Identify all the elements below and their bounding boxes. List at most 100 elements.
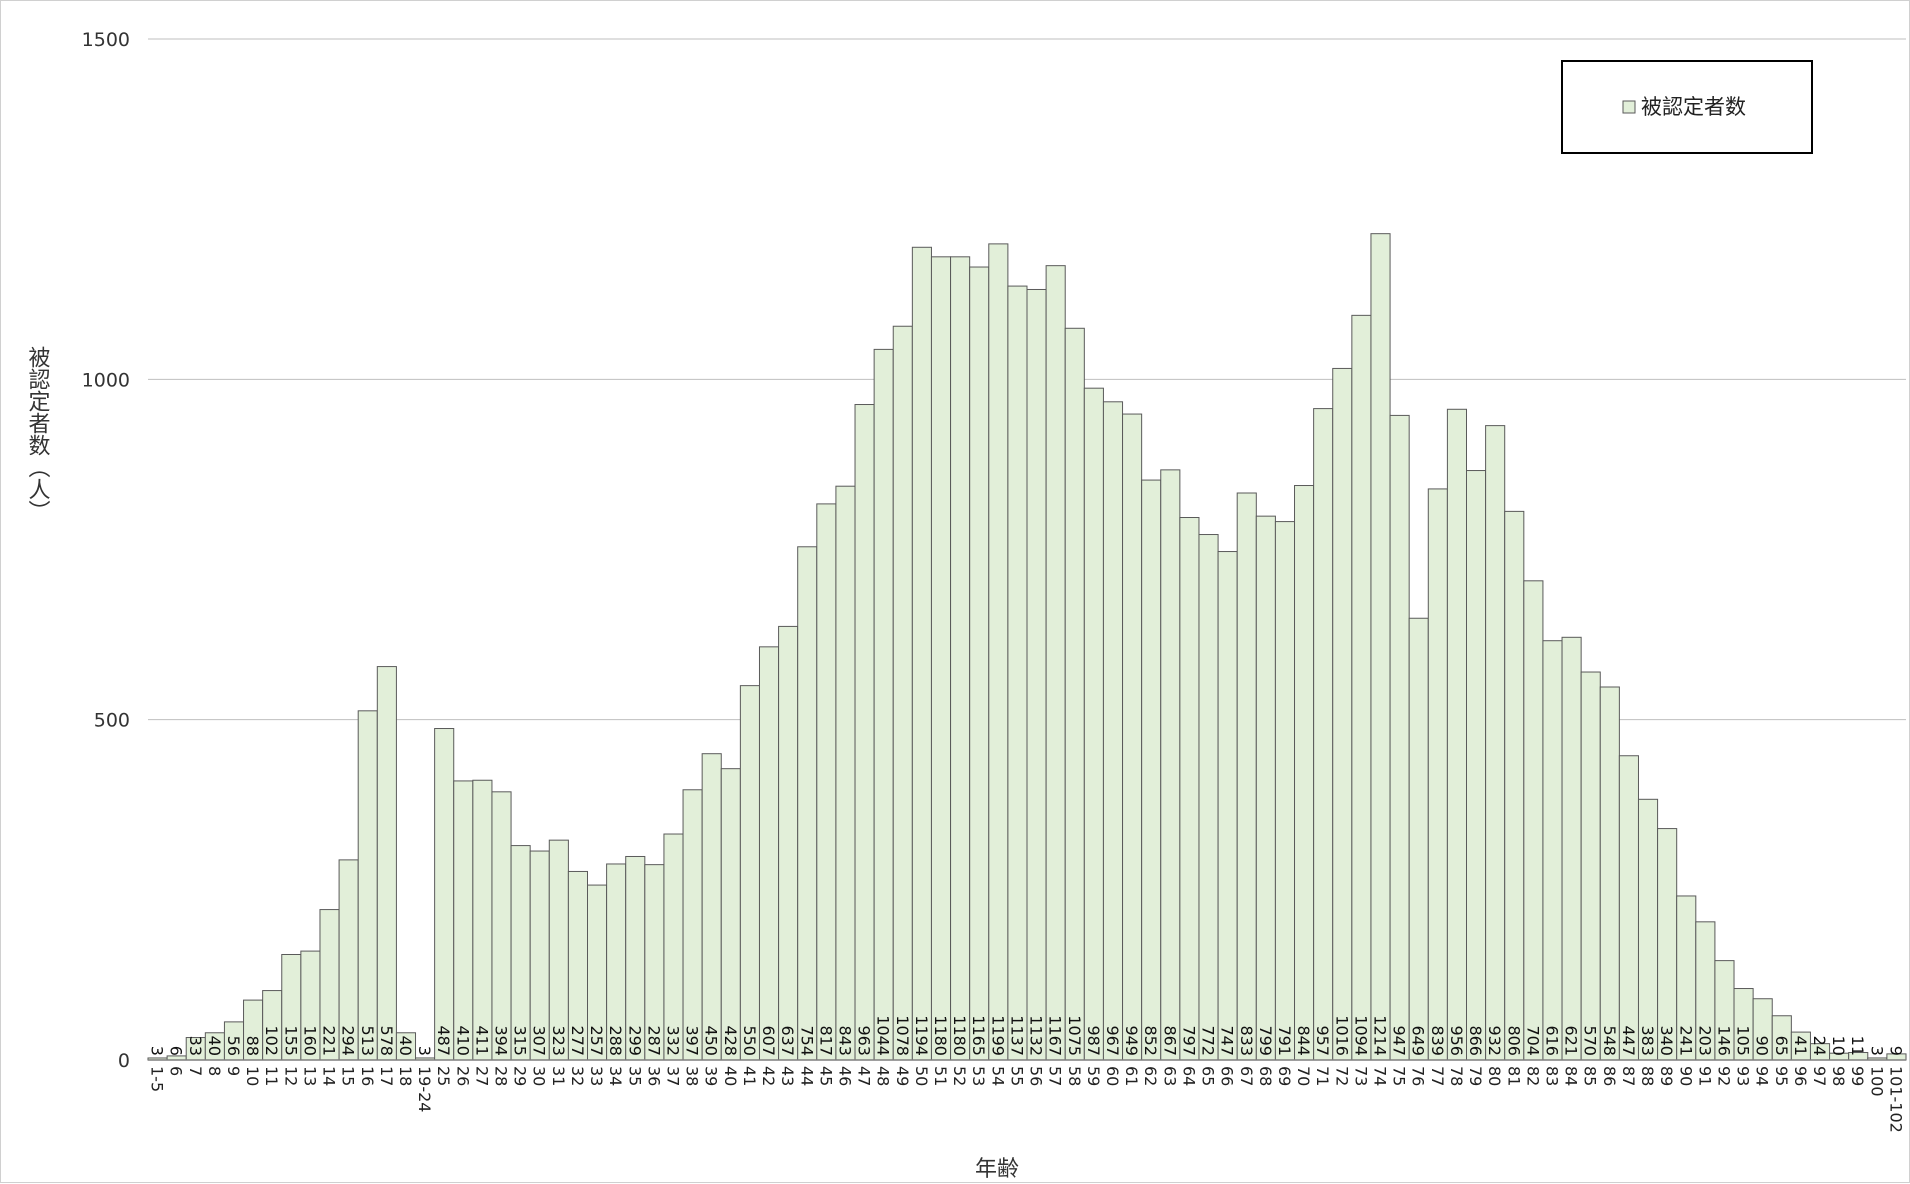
x-tick-label: 6 bbox=[167, 1066, 186, 1076]
data-label: 41 bbox=[1791, 1036, 1810, 1056]
data-label: 394 bbox=[492, 1025, 511, 1056]
data-label: 867 bbox=[1160, 1025, 1179, 1056]
data-label: 299 bbox=[625, 1025, 644, 1056]
data-label: 967 bbox=[1103, 1025, 1122, 1056]
x-tick-label: 91 bbox=[1695, 1066, 1714, 1086]
x-tick-label: 18 bbox=[396, 1066, 415, 1086]
data-label: 987 bbox=[1084, 1025, 1103, 1056]
x-tick-label: 14 bbox=[320, 1066, 339, 1086]
x-tick-label: 46 bbox=[835, 1066, 854, 1086]
data-label: 105 bbox=[1734, 1025, 1753, 1056]
x-tick-label: 65 bbox=[1199, 1066, 1218, 1086]
bar bbox=[1236, 492, 1257, 1061]
bar bbox=[892, 325, 913, 1061]
x-tick-label: 15 bbox=[339, 1066, 358, 1086]
data-label: 277 bbox=[568, 1025, 587, 1056]
x-tick-label: 42 bbox=[759, 1066, 778, 1086]
x-tick-label: 19-24 bbox=[415, 1066, 434, 1113]
bar bbox=[854, 404, 875, 1061]
bar bbox=[1064, 327, 1085, 1061]
data-label: 24 bbox=[1810, 1036, 1829, 1056]
x-tick-label: 43 bbox=[778, 1066, 797, 1086]
x-tick-label: 83 bbox=[1542, 1066, 1561, 1086]
x-tick-label: 9 bbox=[224, 1066, 243, 1076]
data-label: 550 bbox=[740, 1025, 759, 1056]
data-label: 754 bbox=[797, 1025, 816, 1056]
x-tick-label: 89 bbox=[1657, 1066, 1676, 1086]
data-label: 155 bbox=[281, 1025, 300, 1056]
data-label: 649 bbox=[1409, 1025, 1428, 1056]
bar bbox=[758, 646, 780, 1061]
x-tick-label: 74 bbox=[1371, 1066, 1390, 1086]
x-tick-label: 28 bbox=[492, 1066, 511, 1086]
data-label: 570 bbox=[1581, 1025, 1600, 1056]
data-label: 6 bbox=[167, 1046, 186, 1056]
legend: 被認定者数 bbox=[1561, 60, 1813, 154]
data-label: 797 bbox=[1179, 1025, 1198, 1056]
bar bbox=[1179, 517, 1200, 1061]
data-label: 323 bbox=[549, 1025, 568, 1056]
y-tick-label: 0 bbox=[118, 1050, 130, 1072]
x-tick-label: 100 bbox=[1867, 1066, 1886, 1097]
x-tick-label: 51 bbox=[931, 1066, 950, 1086]
data-label: 241 bbox=[1676, 1025, 1695, 1056]
x-tick-label: 92 bbox=[1714, 1066, 1733, 1086]
data-label: 1180 bbox=[931, 1015, 950, 1056]
x-tick-label: 33 bbox=[587, 1066, 606, 1086]
data-label: 257 bbox=[587, 1025, 606, 1056]
x-tick-label: 84 bbox=[1562, 1066, 1581, 1086]
data-label: 160 bbox=[300, 1025, 319, 1056]
data-label: 203 bbox=[1695, 1025, 1714, 1056]
x-tick-label: 69 bbox=[1275, 1066, 1294, 1086]
data-label: 332 bbox=[663, 1025, 682, 1056]
x-tick-label: 79 bbox=[1466, 1066, 1485, 1086]
bar bbox=[950, 256, 971, 1061]
x-tick-label: 8 bbox=[205, 1066, 224, 1076]
x-tick-label: 44 bbox=[797, 1066, 816, 1086]
bar bbox=[930, 256, 952, 1061]
x-tick-label: 31 bbox=[549, 1066, 568, 1086]
data-label: 428 bbox=[721, 1025, 740, 1056]
x-tick-label: 59 bbox=[1084, 1066, 1103, 1086]
bar bbox=[1523, 580, 1544, 1061]
x-tick-label: 73 bbox=[1351, 1066, 1370, 1086]
data-label: 411 bbox=[472, 1025, 491, 1056]
y-tick-label: 1500 bbox=[82, 29, 130, 51]
bar bbox=[1294, 485, 1315, 1061]
x-tick-label: 40 bbox=[721, 1066, 740, 1086]
x-tick-label: 77 bbox=[1428, 1066, 1447, 1086]
x-tick-label: 34 bbox=[606, 1066, 625, 1086]
x-tick-label: 39 bbox=[702, 1066, 721, 1086]
x-tick-label: 101-102 bbox=[1886, 1066, 1905, 1133]
x-tick-label: 82 bbox=[1523, 1066, 1542, 1086]
bar bbox=[1542, 640, 1563, 1061]
data-label: 621 bbox=[1562, 1025, 1581, 1056]
bar bbox=[1618, 755, 1639, 1061]
data-label: 949 bbox=[1122, 1025, 1141, 1056]
data-label: 307 bbox=[530, 1025, 549, 1056]
x-tick-label: 54 bbox=[988, 1066, 1007, 1086]
data-label: 817 bbox=[816, 1025, 835, 1056]
x-tick-label: 72 bbox=[1332, 1066, 1351, 1086]
y-tick-label: 500 bbox=[94, 710, 130, 732]
x-tick-label: 10 bbox=[243, 1066, 262, 1086]
data-label: 88 bbox=[243, 1036, 262, 1056]
data-label: 315 bbox=[511, 1025, 530, 1056]
bar bbox=[1217, 551, 1238, 1061]
bar bbox=[1485, 425, 1506, 1061]
data-label: 513 bbox=[358, 1025, 377, 1056]
bar bbox=[357, 710, 378, 1061]
x-tick-label: 53 bbox=[969, 1066, 988, 1086]
bar bbox=[1198, 534, 1219, 1061]
bar bbox=[988, 243, 1009, 1061]
bar bbox=[1408, 617, 1429, 1061]
data-label: 1167 bbox=[1046, 1015, 1065, 1056]
x-tick-label: 35 bbox=[625, 1066, 644, 1086]
x-tick-label: 55 bbox=[1007, 1066, 1026, 1086]
data-label: 11 bbox=[1848, 1036, 1867, 1056]
bar bbox=[1274, 521, 1296, 1061]
data-label: 1137 bbox=[1007, 1015, 1026, 1056]
x-axis-title: 年齢 bbox=[975, 1157, 1019, 1182]
x-tick-label: 56 bbox=[1027, 1066, 1046, 1086]
bar bbox=[1427, 488, 1448, 1061]
